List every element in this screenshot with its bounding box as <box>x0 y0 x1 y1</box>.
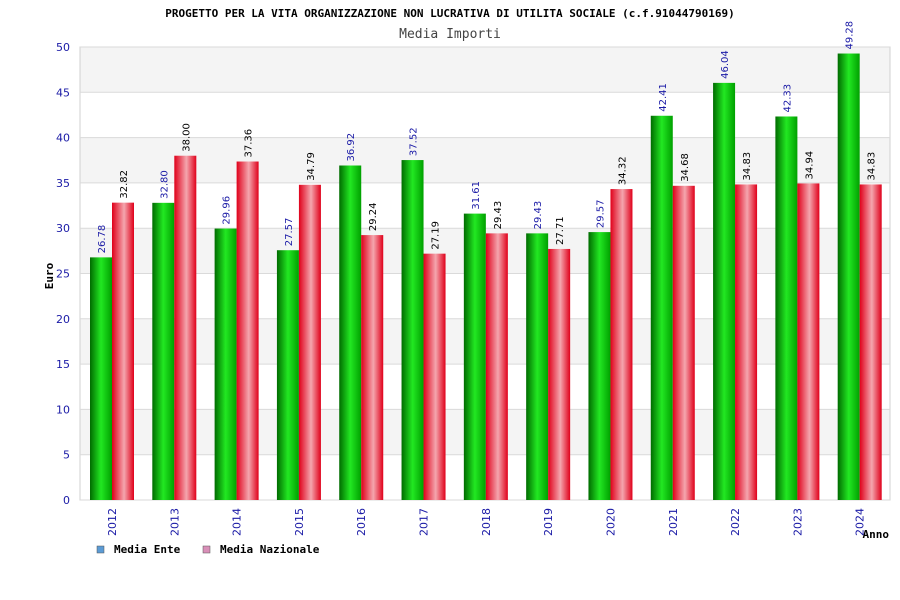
y-tick-label: 5 <box>63 449 70 462</box>
bar-ente-2020 <box>588 232 611 500</box>
value-label-nazionale-2012: 32.82 <box>119 170 130 199</box>
value-label-ente-2013: 32.80 <box>159 170 170 199</box>
value-label-nazionale-2019: 27.71 <box>555 216 566 245</box>
bar-nazionale-2020 <box>610 189 633 501</box>
value-label-ente-2022: 46.04 <box>720 50 731 79</box>
bar-nazionale-2018 <box>485 233 508 500</box>
value-label-nazionale-2017: 27.19 <box>431 221 442 250</box>
value-label-nazionale-2015: 34.79 <box>306 152 317 181</box>
legend-label-nazionale: Media Nazionale <box>220 543 320 556</box>
bar-ente-2019 <box>526 233 549 500</box>
value-label-nazionale-2016: 29.24 <box>368 202 379 231</box>
bar-ente-2014 <box>214 228 237 501</box>
bar-nazionale-2022 <box>735 184 758 501</box>
legend-label-ente: Media Ente <box>114 543 181 556</box>
value-label-nazionale-2023: 34.94 <box>804 151 815 180</box>
legend: Media Ente Media Nazionale <box>96 543 320 556</box>
x-tick-label-2016: 2016 <box>355 508 368 536</box>
y-tick-label: 0 <box>63 494 70 507</box>
value-label-ente-2019: 29.43 <box>533 201 544 230</box>
chart-title: PROGETTO PER LA VITA ORGANIZZAZIONE NON … <box>165 7 735 20</box>
value-label-ente-2015: 27.57 <box>284 218 295 247</box>
bar-nazionale-2021 <box>672 185 695 500</box>
bar-nazionale-2024 <box>859 184 882 501</box>
value-label-nazionale-2021: 34.68 <box>680 153 691 182</box>
value-label-nazionale-2014: 37.36 <box>244 129 255 158</box>
x-axis-label: Anno <box>863 528 890 541</box>
x-axis-ticks: 2012 2013 2014 2015 2016 2017 2018 2019 2020 2021… <box>106 508 867 536</box>
bar-ente-2012 <box>90 257 112 500</box>
bar-nazionale-2023 <box>797 183 820 500</box>
chart-subtitle: Media Importi <box>399 27 501 42</box>
x-tick-label-2024: 2024 <box>854 508 867 536</box>
x-tick-label-2023: 2023 <box>791 508 804 536</box>
bar-ente-2024 <box>837 53 860 501</box>
value-label-nazionale-2022: 34.83 <box>742 152 753 181</box>
value-label-ente-2012: 26.78 <box>97 225 108 254</box>
bar-ente-2017 <box>401 160 424 501</box>
bar-nazionale-2012 <box>112 202 134 500</box>
bar-nazionale-2019 <box>548 248 571 500</box>
value-label-ente-2024: 49.28 <box>845 21 856 50</box>
bar-nazionale-2017 <box>423 253 446 500</box>
bars <box>90 53 882 501</box>
bar-ente-2022 <box>713 82 736 501</box>
value-labels: 26.78 32.82 32.80 38.00 29.96 37.36 27.57 34.79… <box>97 21 878 253</box>
value-label-nazionale-2024: 34.83 <box>867 152 878 181</box>
value-label-nazionale-2013: 38.00 <box>181 123 192 152</box>
x-tick-label-2019: 2019 <box>542 508 555 536</box>
y-tick-label: 45 <box>56 86 70 99</box>
value-label-nazionale-2018: 29.43 <box>493 201 504 230</box>
y-tick-label: 20 <box>56 313 70 326</box>
value-label-ente-2016: 36.92 <box>346 133 357 162</box>
x-tick-label-2020: 2020 <box>604 508 617 536</box>
y-tick-label: 25 <box>56 268 70 281</box>
y-tick-label: 50 <box>56 41 70 54</box>
legend-swatch-nazionale <box>202 545 211 554</box>
x-tick-label-2022: 2022 <box>729 508 742 536</box>
value-label-nazionale-2020: 34.32 <box>617 156 628 185</box>
value-label-ente-2021: 42.41 <box>658 83 669 112</box>
value-label-ente-2023: 42.33 <box>782 84 793 113</box>
x-tick-label-2017: 2017 <box>418 508 431 536</box>
bar-ente-2015 <box>276 250 299 500</box>
value-label-ente-2020: 29.57 <box>595 199 606 228</box>
y-tick-label: 30 <box>56 222 70 235</box>
bar-nazionale-2014 <box>236 161 259 500</box>
y-tick-label: 35 <box>56 177 70 190</box>
value-label-ente-2017: 37.52 <box>409 127 420 156</box>
bar-ente-2013 <box>152 202 175 500</box>
x-tick-label-2012: 2012 <box>106 508 119 536</box>
bar-ente-2018 <box>463 213 486 500</box>
x-tick-label-2021: 2021 <box>667 508 680 536</box>
bar-ente-2021 <box>650 115 673 500</box>
y-tick-label: 10 <box>56 403 70 416</box>
value-label-ente-2014: 29.96 <box>222 196 233 225</box>
y-axis-label: Euro <box>43 262 56 289</box>
plot-band <box>80 137 890 183</box>
legend-swatch-ente <box>96 545 105 554</box>
bar-ente-2023 <box>775 116 798 500</box>
x-tick-label-2018: 2018 <box>480 508 493 536</box>
value-label-ente-2018: 31.61 <box>471 181 482 210</box>
y-tick-label: 40 <box>56 132 70 145</box>
y-axis-ticks: 0 5 10 15 20 25 30 35 40 45 50 <box>56 41 70 507</box>
bar-nazionale-2015 <box>298 184 321 500</box>
bar-nazionale-2013 <box>174 155 197 500</box>
y-tick-label: 15 <box>56 358 70 371</box>
plot-band <box>80 47 890 93</box>
bar-nazionale-2016 <box>361 235 384 500</box>
bar-ente-2016 <box>339 165 362 500</box>
x-tick-label-2014: 2014 <box>231 508 244 536</box>
x-tick-label-2015: 2015 <box>293 508 306 536</box>
x-tick-label-2013: 2013 <box>168 508 181 536</box>
